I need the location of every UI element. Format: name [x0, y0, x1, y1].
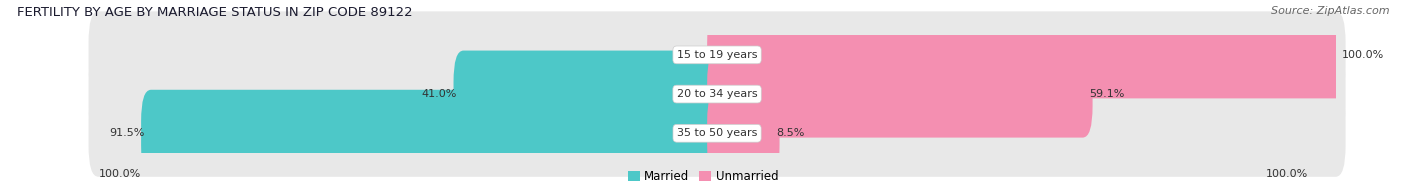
Text: 100.0%: 100.0%: [1341, 50, 1384, 60]
Text: 41.0%: 41.0%: [422, 89, 457, 99]
FancyBboxPatch shape: [89, 51, 1346, 138]
FancyBboxPatch shape: [707, 90, 779, 177]
Legend: Married, Unmarried: Married, Unmarried: [623, 166, 783, 188]
Text: Source: ZipAtlas.com: Source: ZipAtlas.com: [1271, 6, 1389, 16]
Text: 8.5%: 8.5%: [776, 128, 804, 138]
Text: 15 to 19 years: 15 to 19 years: [676, 50, 758, 60]
FancyBboxPatch shape: [89, 11, 1346, 98]
FancyBboxPatch shape: [141, 90, 727, 177]
Text: 20 to 34 years: 20 to 34 years: [676, 89, 758, 99]
Text: 100.0%: 100.0%: [1265, 169, 1308, 179]
FancyBboxPatch shape: [707, 51, 1092, 138]
FancyBboxPatch shape: [89, 90, 1346, 177]
Text: 91.5%: 91.5%: [110, 128, 145, 138]
Text: 100.0%: 100.0%: [98, 169, 141, 179]
FancyBboxPatch shape: [454, 51, 727, 138]
FancyBboxPatch shape: [707, 11, 1346, 98]
Text: FERTILITY BY AGE BY MARRIAGE STATUS IN ZIP CODE 89122: FERTILITY BY AGE BY MARRIAGE STATUS IN Z…: [17, 6, 412, 19]
Text: 59.1%: 59.1%: [1088, 89, 1125, 99]
Text: 35 to 50 years: 35 to 50 years: [676, 128, 758, 138]
